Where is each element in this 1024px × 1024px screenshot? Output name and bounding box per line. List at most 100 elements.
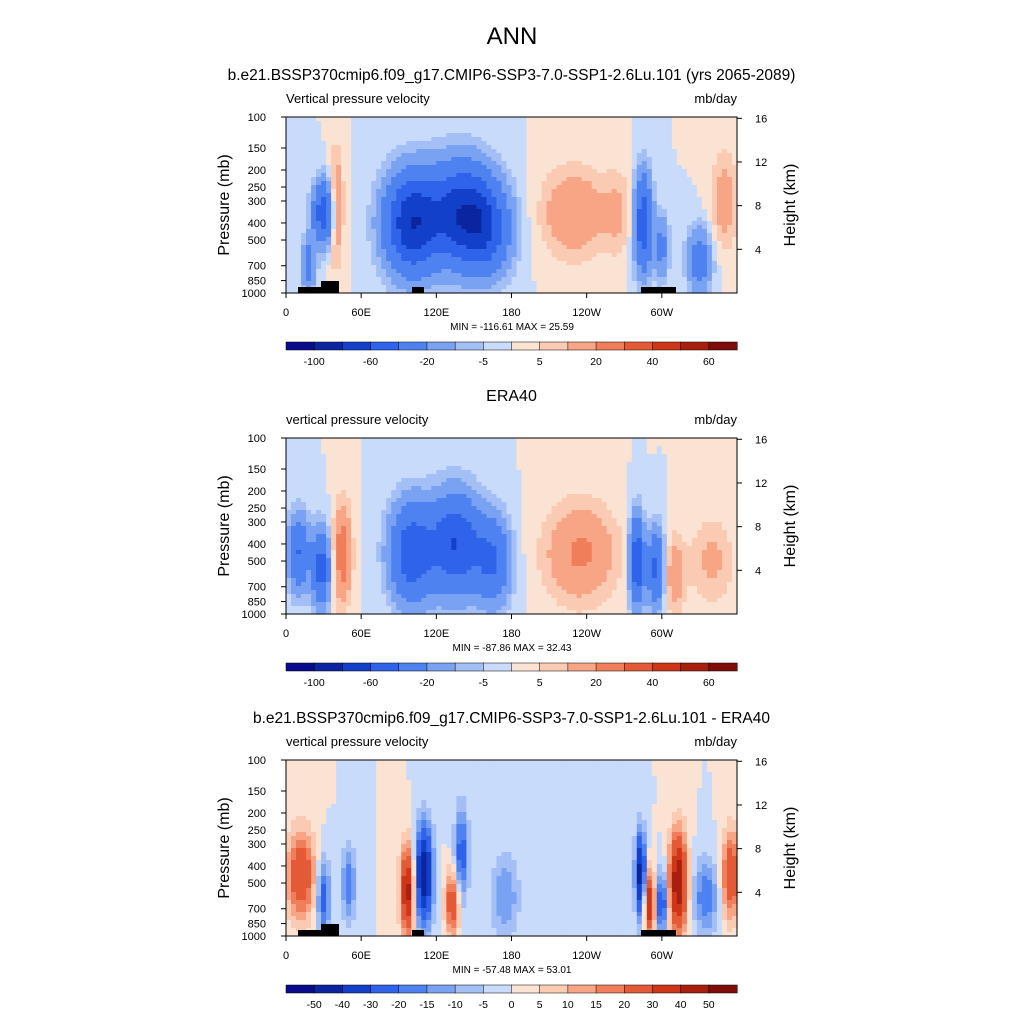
field-cell [521,265,528,270]
field-cell [361,438,367,443]
field-cell [631,137,638,142]
field-cell [721,454,728,459]
field-cell [681,289,688,294]
field-cell [616,458,623,463]
field-cell [556,173,563,178]
field-cell [366,237,372,242]
field-cell [661,229,668,234]
field-cell [421,277,427,282]
field-cell [326,209,332,214]
field-cell [301,201,307,206]
field-cell [686,161,693,166]
field-cell [556,273,563,278]
field-cell [366,474,372,479]
field-cell [461,229,467,234]
field-cell [671,177,678,182]
field-cell [706,442,713,447]
field-cell [696,229,703,234]
field-cell [361,137,367,142]
field-cell [506,229,513,234]
field-cell [496,169,503,174]
field-cell [586,189,593,194]
field-cell [381,129,387,134]
field-cell [521,273,528,278]
field-cell [491,225,498,230]
field-cell [441,237,447,242]
field-cell [566,241,573,246]
field-cell [421,261,427,266]
field-cell [556,181,563,186]
field-cell [426,157,432,162]
field-cell [531,209,538,214]
field-cell [371,157,377,162]
field-cell [346,173,352,178]
field-cell [381,245,387,250]
field-cell [616,281,623,286]
field-cell [391,438,397,443]
field-cell [541,458,548,463]
field-cell [586,181,593,186]
field-cell [566,181,573,186]
field-cell [321,257,327,262]
field-cell [501,438,508,443]
field-cell [296,241,302,246]
field-cell [576,466,583,471]
field-cell [456,193,462,198]
field-cell [551,129,558,134]
field-cell [351,281,357,286]
field-cell [546,145,553,150]
field-cell [501,225,508,230]
field-cell [451,285,457,290]
field-cell [731,454,738,459]
field-cell [586,450,593,455]
field-cell [616,161,623,166]
field-cell [296,265,302,270]
field-cell [296,245,302,250]
field-cell [621,229,628,234]
field-cell [666,241,673,246]
field-cell [676,153,683,158]
field-cell [401,225,407,230]
colorbar-swatch [342,341,372,351]
field-cell [286,181,292,186]
field-cell [486,289,493,294]
field-cell [731,189,738,194]
field-cell [511,125,518,130]
field-cell [716,129,723,134]
field-cell [336,265,342,270]
field-cell [411,153,417,158]
field-cell [551,446,558,451]
field-cell [321,470,327,475]
field-cell [541,149,548,154]
field-cell [341,197,347,202]
field-cell [596,221,603,226]
field-cell [601,277,608,282]
field-cell [451,458,457,463]
field-cell [641,189,648,194]
field-cell [541,442,548,447]
field-cell [341,289,347,294]
field-cell [316,181,322,186]
field-cell [601,289,608,294]
field-cell [351,161,357,166]
field-cell [581,446,588,451]
field-cell [486,173,493,178]
field-cell [536,265,543,270]
field-cell [551,197,558,202]
field-cell [491,173,498,178]
field-cell [461,121,467,126]
field-cell [606,185,613,190]
field-cell [471,478,478,483]
field-cell [731,201,738,206]
field-cell [481,117,488,122]
field-cell [406,285,412,290]
field-cell [706,289,713,294]
field-cell [691,438,698,443]
field-cell [401,125,407,130]
field-cell [556,229,563,234]
field-cell [646,470,653,475]
field-cell [686,446,693,451]
field-cell [596,277,603,282]
field-cell [671,141,678,146]
field-cell [461,442,467,447]
